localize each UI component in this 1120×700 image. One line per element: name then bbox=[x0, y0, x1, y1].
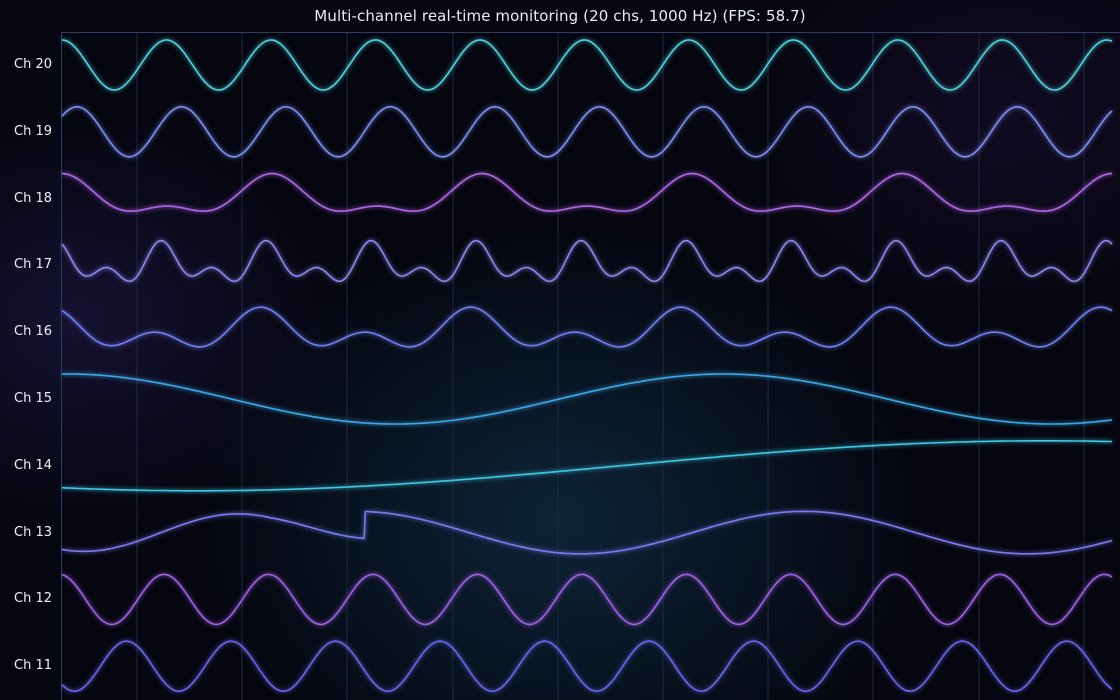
channel-label-ch20: Ch 20 bbox=[14, 57, 52, 72]
series-line-ch12 bbox=[61, 573, 1113, 626]
plot-area[interactable] bbox=[61, 32, 1120, 700]
series-line-ch11 bbox=[61, 640, 1113, 692]
series-line-ch19 bbox=[61, 106, 1113, 158]
series-line-ch14 bbox=[61, 440, 1112, 492]
channel-label-ch19: Ch 19 bbox=[14, 123, 52, 139]
series-group bbox=[61, 39, 1113, 692]
channel-label-ch13: Ch 13 bbox=[14, 524, 52, 540]
series-line-ch18 bbox=[62, 172, 1112, 212]
channel-label-ch15: Ch 15 bbox=[14, 391, 52, 406]
series-line-ch20 bbox=[61, 39, 1113, 91]
series-line-ch15 bbox=[62, 373, 1113, 425]
grid-lines bbox=[136, 33, 1085, 700]
channel-label-ch16: Ch 16 bbox=[14, 324, 52, 340]
channel-label-ch14: Ch 14 bbox=[14, 457, 52, 473]
series-line-ch16 bbox=[61, 306, 1113, 348]
channel-label-ch17: Ch 17 bbox=[14, 257, 52, 273]
channel-label-ch18: Ch 18 bbox=[14, 190, 52, 206]
series-line-ch13 bbox=[61, 510, 1113, 555]
channel-label-ch12: Ch 12 bbox=[14, 591, 52, 607]
series-line-ch17 bbox=[61, 239, 1113, 283]
chart-title: Multi-channel real-time monitoring (20 c… bbox=[314, 7, 806, 25]
channel-label-ch11: Ch 11 bbox=[14, 658, 52, 674]
